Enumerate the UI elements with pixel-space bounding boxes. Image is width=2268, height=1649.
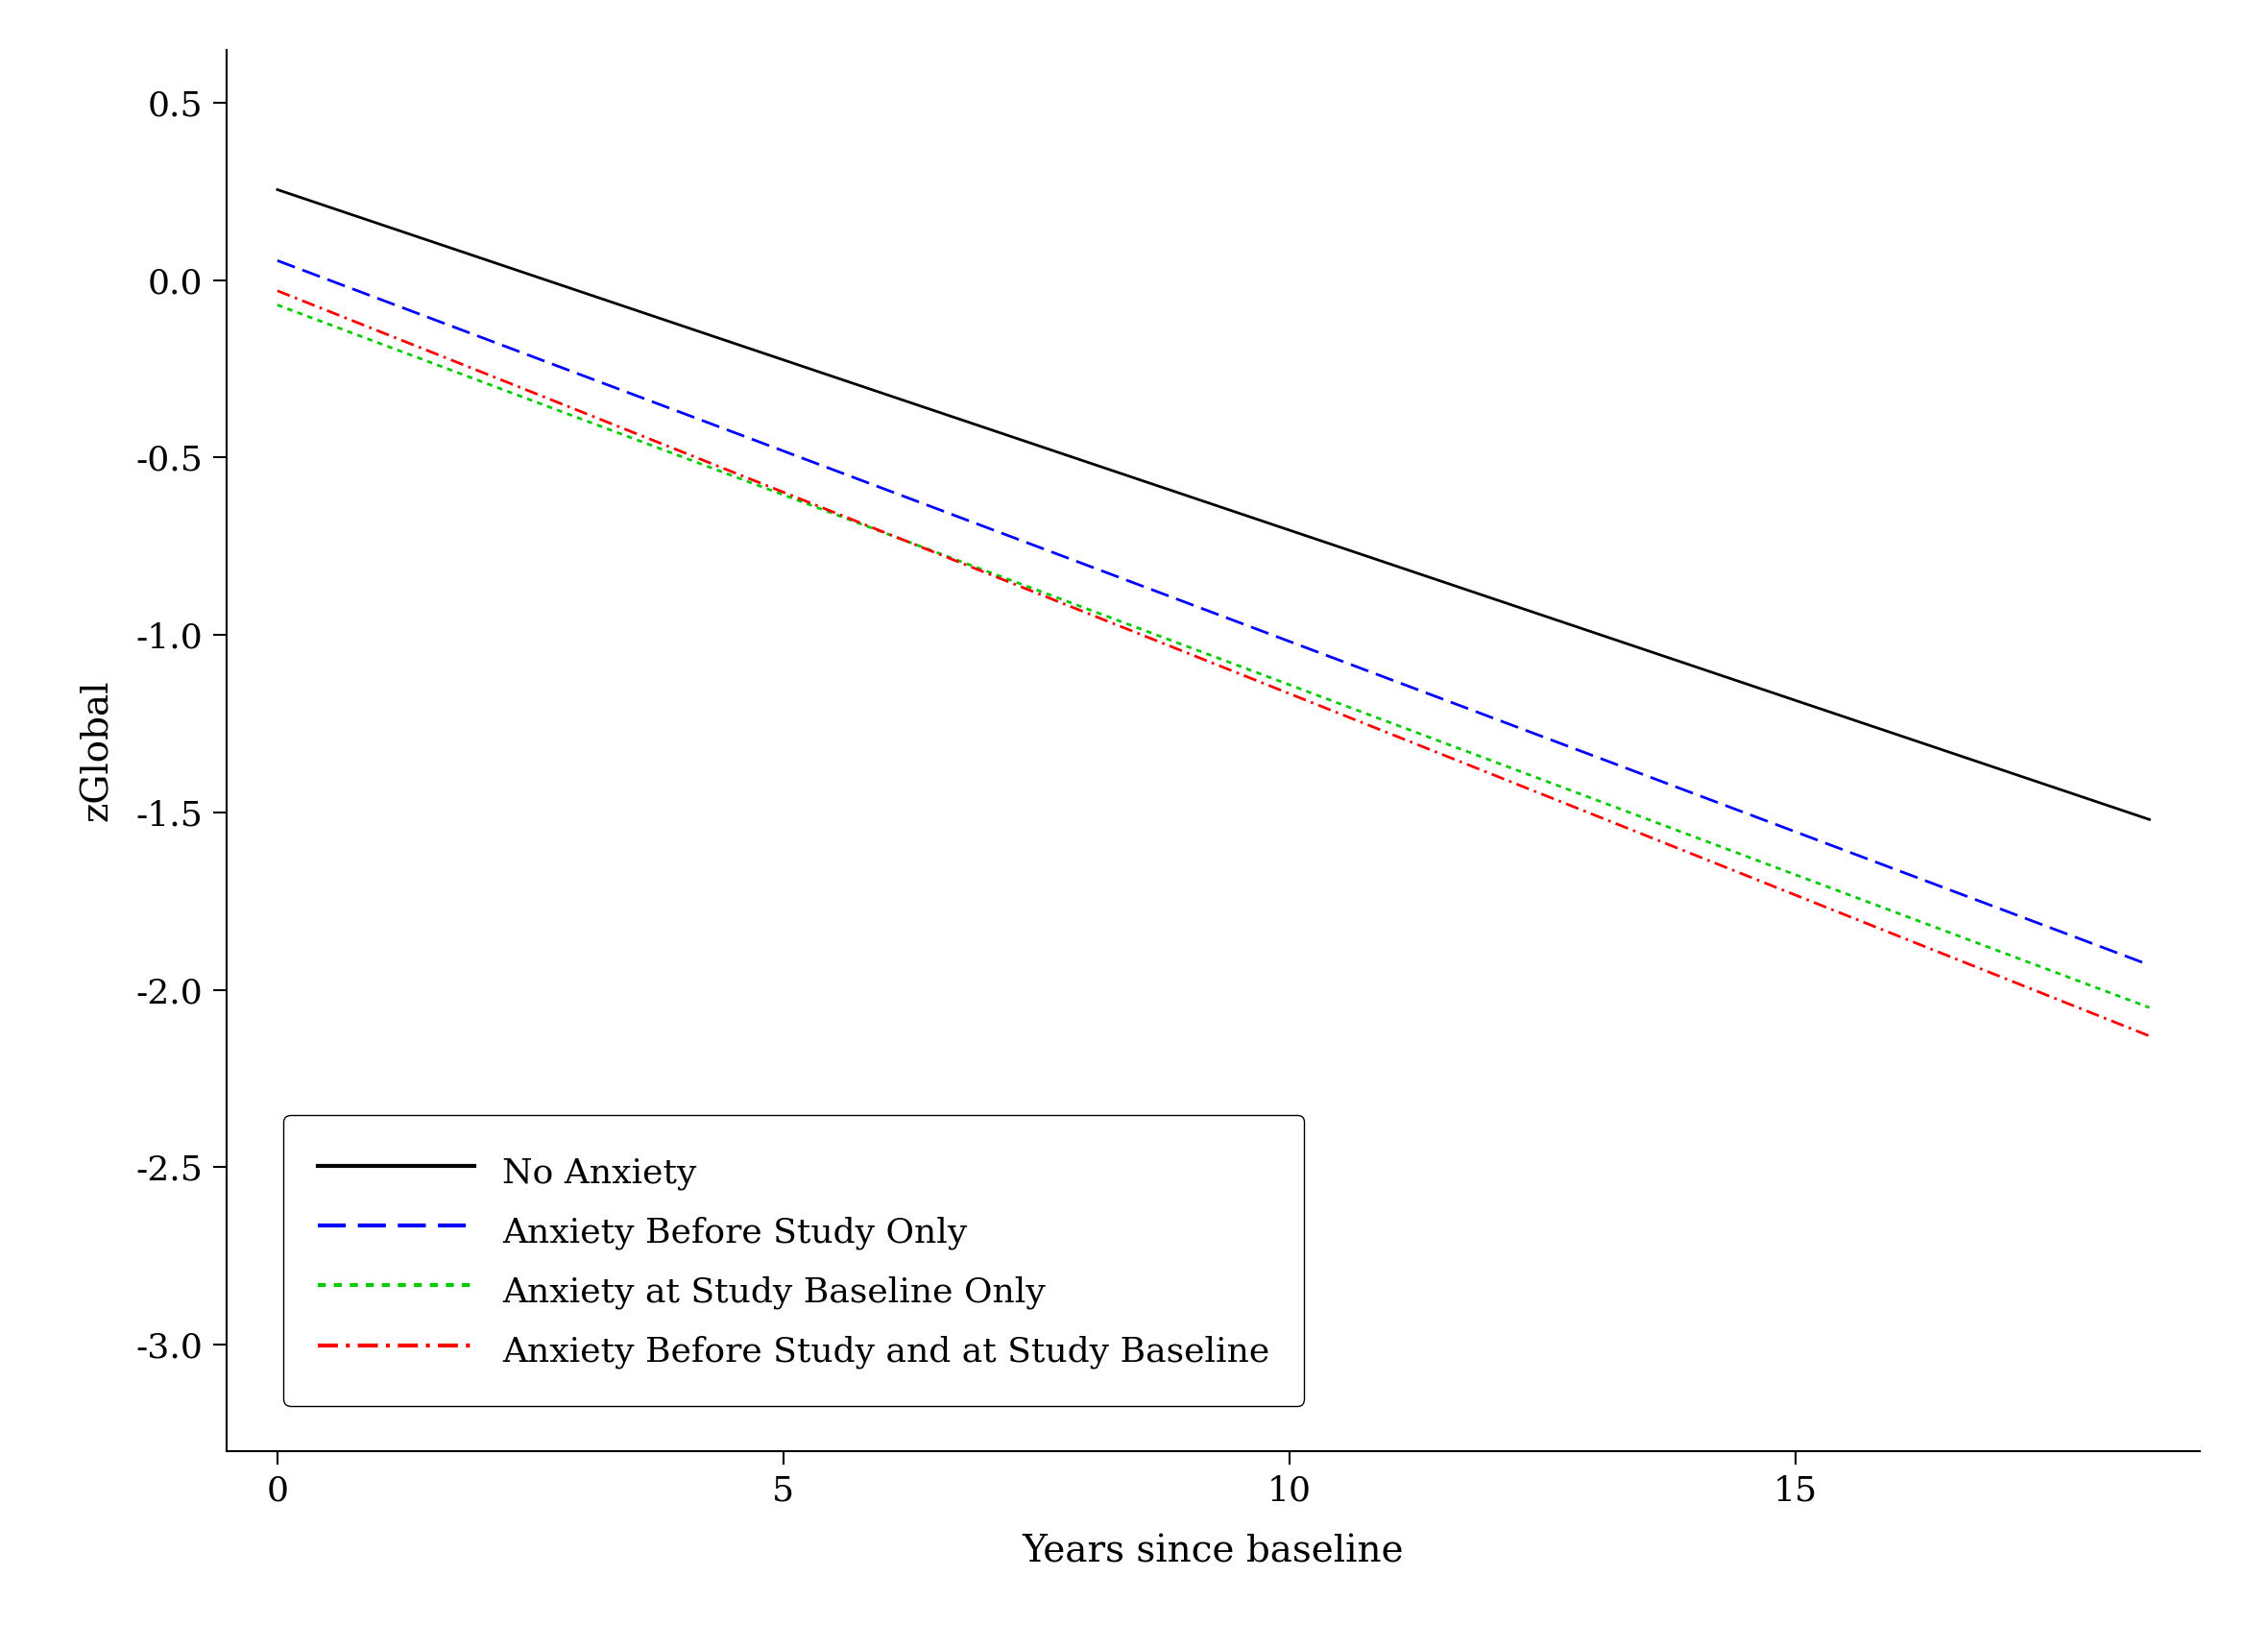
Y-axis label: zGlobal: zGlobal	[79, 679, 116, 821]
X-axis label: Years since baseline: Years since baseline	[1023, 1535, 1404, 1570]
Legend: No Anxiety, Anxiety Before Study Only, Anxiety at Study Baseline Only, Anxiety B: No Anxiety, Anxiety Before Study Only, A…	[284, 1115, 1304, 1405]
